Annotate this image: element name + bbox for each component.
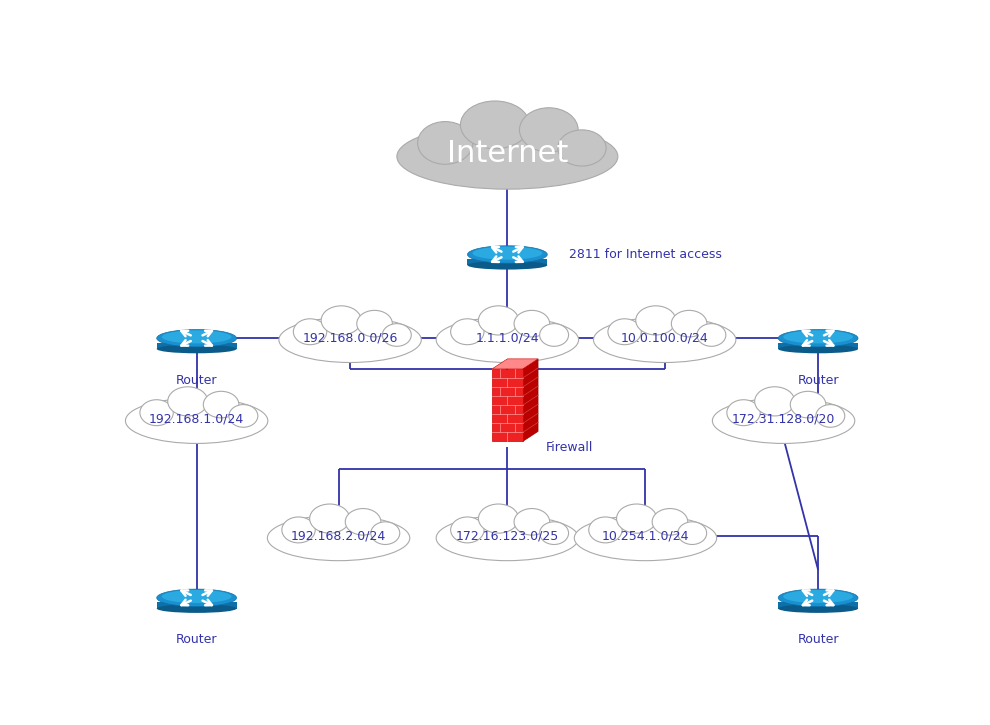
FancyBboxPatch shape bbox=[467, 259, 547, 265]
Ellipse shape bbox=[783, 331, 853, 344]
FancyBboxPatch shape bbox=[492, 369, 523, 442]
Text: 192.168.2.0/24: 192.168.2.0/24 bbox=[291, 530, 386, 543]
Ellipse shape bbox=[617, 504, 656, 533]
Ellipse shape bbox=[574, 515, 717, 560]
Ellipse shape bbox=[778, 604, 858, 613]
Ellipse shape bbox=[790, 392, 826, 418]
FancyBboxPatch shape bbox=[778, 343, 858, 349]
Text: 10.254.1.0/24: 10.254.1.0/24 bbox=[602, 530, 689, 543]
Text: 192.168.0.0/26: 192.168.0.0/26 bbox=[302, 332, 398, 344]
Ellipse shape bbox=[156, 344, 237, 353]
Ellipse shape bbox=[472, 247, 543, 260]
Ellipse shape bbox=[671, 310, 707, 337]
Ellipse shape bbox=[321, 306, 361, 335]
Text: 192.168.1.0/24: 192.168.1.0/24 bbox=[149, 413, 245, 426]
Ellipse shape bbox=[727, 399, 760, 426]
Ellipse shape bbox=[437, 515, 578, 560]
Ellipse shape bbox=[156, 329, 237, 347]
Ellipse shape bbox=[467, 246, 547, 263]
Ellipse shape bbox=[397, 124, 618, 189]
Ellipse shape bbox=[713, 398, 854, 444]
Ellipse shape bbox=[678, 522, 707, 544]
Text: Router: Router bbox=[176, 633, 218, 646]
Ellipse shape bbox=[636, 306, 676, 335]
Ellipse shape bbox=[161, 331, 232, 344]
Text: 172.16.123.0/25: 172.16.123.0/25 bbox=[455, 530, 559, 543]
FancyBboxPatch shape bbox=[156, 602, 237, 608]
Text: 2811 for Internet access: 2811 for Internet access bbox=[568, 248, 722, 261]
Ellipse shape bbox=[816, 405, 844, 427]
Ellipse shape bbox=[514, 310, 549, 337]
Ellipse shape bbox=[540, 522, 568, 544]
Ellipse shape bbox=[589, 517, 622, 543]
Text: Firewall: Firewall bbox=[545, 441, 593, 454]
Ellipse shape bbox=[437, 317, 578, 362]
Ellipse shape bbox=[346, 508, 381, 535]
Ellipse shape bbox=[293, 319, 327, 344]
Ellipse shape bbox=[450, 319, 484, 344]
Text: Router: Router bbox=[797, 373, 839, 386]
Ellipse shape bbox=[310, 504, 349, 533]
Text: 172.31.128.0/20: 172.31.128.0/20 bbox=[732, 413, 836, 426]
Ellipse shape bbox=[557, 130, 606, 166]
Ellipse shape bbox=[418, 122, 473, 165]
Ellipse shape bbox=[282, 517, 315, 543]
Text: 10.0.100.0/24: 10.0.100.0/24 bbox=[621, 332, 709, 344]
Ellipse shape bbox=[156, 604, 237, 613]
Polygon shape bbox=[492, 359, 539, 369]
Ellipse shape bbox=[229, 405, 257, 427]
Ellipse shape bbox=[126, 398, 268, 444]
Ellipse shape bbox=[267, 515, 410, 560]
Ellipse shape bbox=[778, 329, 858, 347]
FancyBboxPatch shape bbox=[156, 343, 237, 349]
Ellipse shape bbox=[593, 317, 736, 362]
Ellipse shape bbox=[608, 319, 642, 344]
Ellipse shape bbox=[467, 261, 547, 270]
Ellipse shape bbox=[478, 306, 519, 335]
Ellipse shape bbox=[140, 399, 173, 426]
Ellipse shape bbox=[450, 517, 484, 543]
Ellipse shape bbox=[540, 323, 568, 347]
Ellipse shape bbox=[697, 323, 726, 347]
Text: Router: Router bbox=[176, 373, 218, 386]
Ellipse shape bbox=[754, 386, 795, 416]
Ellipse shape bbox=[203, 392, 239, 418]
Ellipse shape bbox=[279, 317, 422, 362]
Text: 1.1.1.0/24: 1.1.1.0/24 bbox=[475, 332, 540, 344]
Ellipse shape bbox=[382, 323, 411, 347]
Ellipse shape bbox=[156, 589, 237, 607]
Ellipse shape bbox=[371, 522, 400, 544]
Text: Internet: Internet bbox=[446, 139, 568, 168]
Text: Router: Router bbox=[797, 633, 839, 646]
Ellipse shape bbox=[167, 386, 208, 416]
FancyBboxPatch shape bbox=[778, 602, 858, 608]
Ellipse shape bbox=[356, 310, 392, 337]
Ellipse shape bbox=[778, 344, 858, 353]
Ellipse shape bbox=[778, 589, 858, 607]
Polygon shape bbox=[523, 359, 539, 442]
Ellipse shape bbox=[652, 508, 688, 535]
Ellipse shape bbox=[520, 108, 578, 152]
Ellipse shape bbox=[460, 101, 530, 149]
Ellipse shape bbox=[161, 590, 232, 603]
Ellipse shape bbox=[478, 504, 519, 533]
Ellipse shape bbox=[783, 590, 853, 603]
Ellipse shape bbox=[514, 508, 549, 535]
